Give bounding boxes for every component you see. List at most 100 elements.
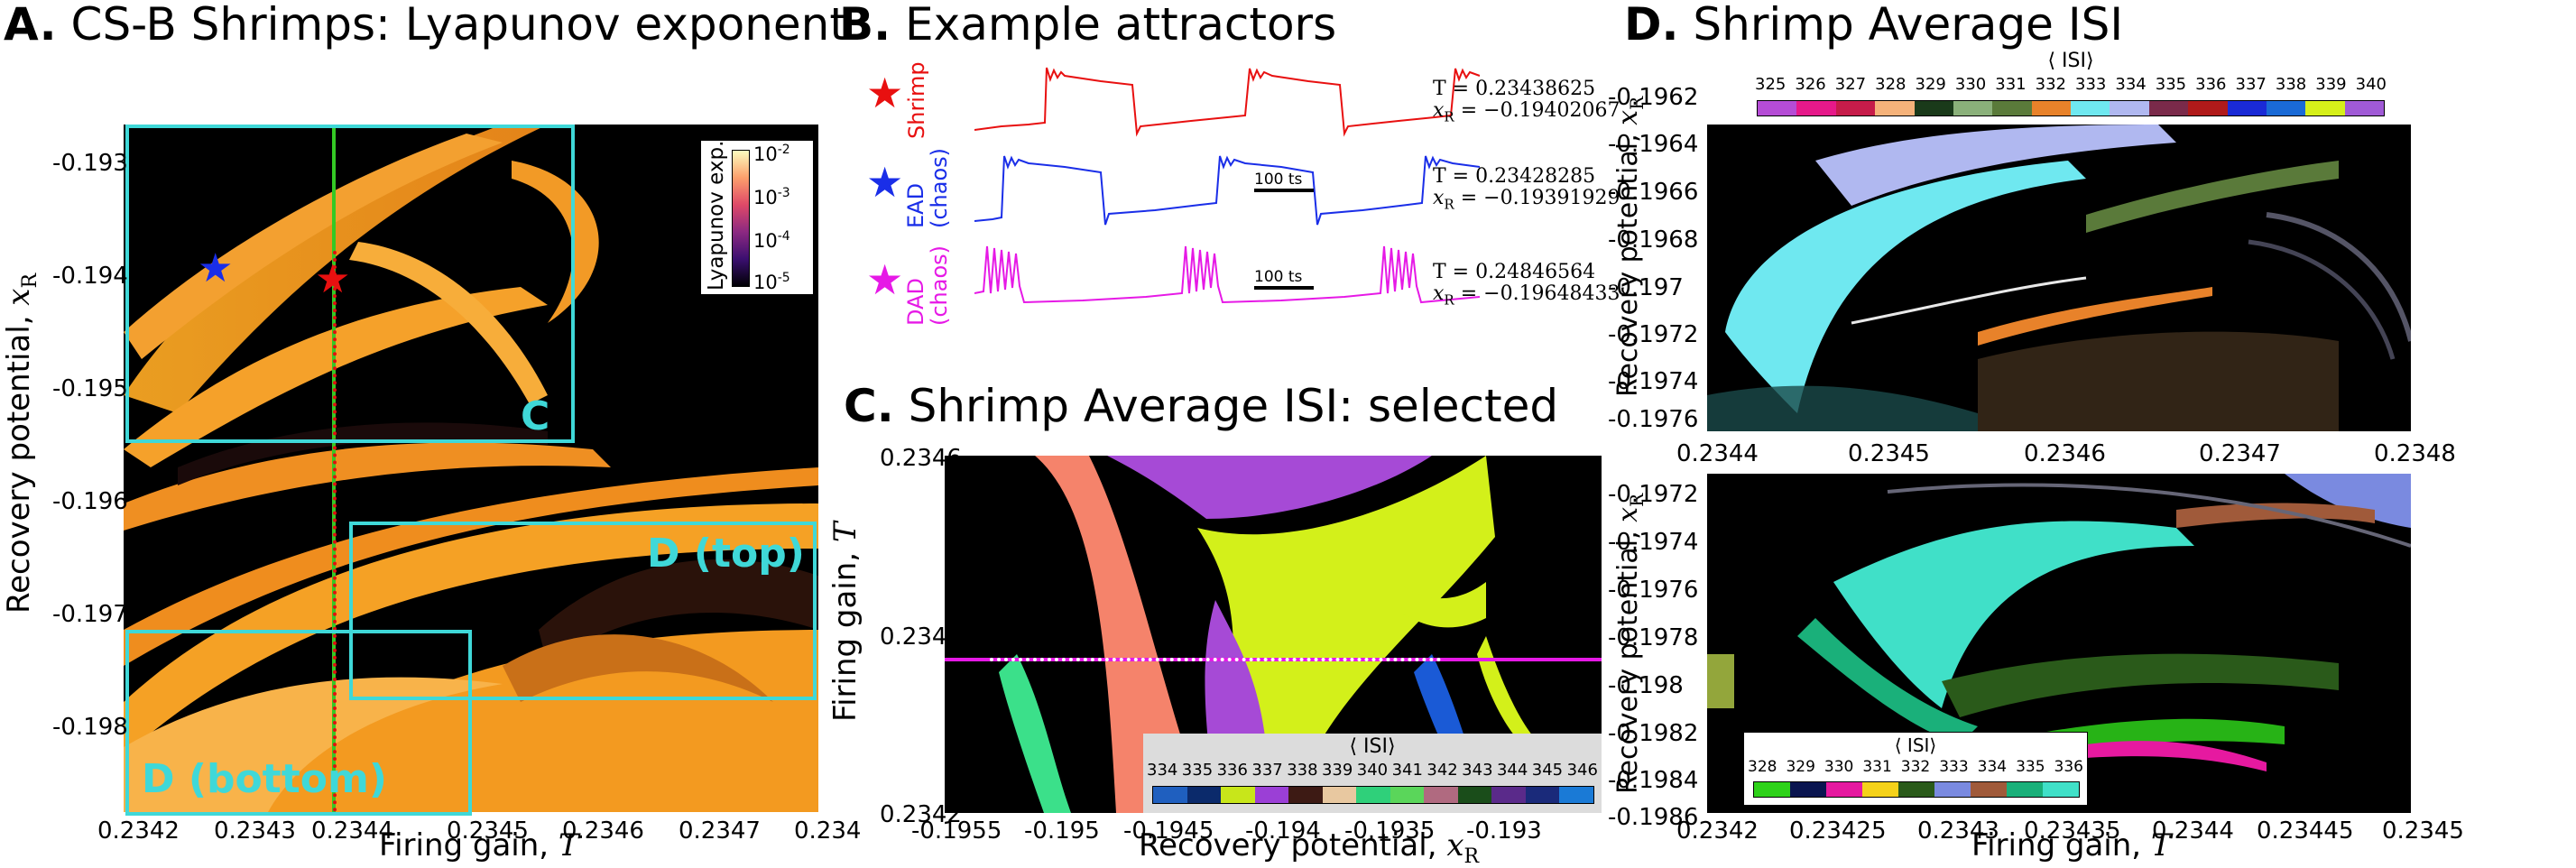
d-top-legend-swatch-1 — [1796, 101, 1836, 115]
colorbar-tick-1: 10-2 — [753, 143, 790, 165]
d-bottom-legend: ⟨ ISI⟩ 328 329 330 331 332 333 334 335 336 — [1743, 732, 2088, 806]
d-top-legend: ⟨ ISI⟩ 325 326 327 328 329 330 331 332 333 334 335… — [1755, 50, 2387, 122]
c-legend-swatch-6 — [1356, 787, 1390, 803]
red-star-icon: ★ — [315, 256, 351, 302]
d-bottom-legend-swatch-1 — [1790, 782, 1826, 797]
d-top-legend-swatch-15 — [2344, 101, 2384, 115]
swirl-lines-2 — [2248, 239, 2396, 360]
d-top-ytick: -0.1976 — [1608, 406, 1699, 433]
scalebar — [1254, 286, 1314, 290]
shrimp-upper-band-5 — [349, 242, 548, 404]
red-star-icon: ★ — [866, 69, 904, 117]
lyapunov-colorbar: Lyapunov exp. 10-2 10-3 10-4 10-5 — [701, 141, 813, 294]
panel-a-title: A. CS-B Shrimps: Lyapunov exponent — [4, 2, 847, 47]
d-bottom-legend-swatch-8 — [2043, 782, 2079, 797]
d-top-xtick: 0.2346 — [2024, 440, 2106, 467]
teal-dust — [1707, 385, 1978, 431]
trace-dad-line — [974, 245, 1480, 304]
c-legend-swatch-7 — [1390, 787, 1425, 803]
d-top-legend-swatch-14 — [2305, 101, 2345, 115]
d-top-legend-swatch-12 — [2227, 101, 2267, 115]
trace-dad: ★ DAD (chaos) 100 ts T = 0.24846564 xR = … — [866, 239, 1620, 329]
d-top-legend-swatch-5 — [1953, 101, 1993, 115]
a-xlabel: Firing gain, T — [379, 827, 579, 863]
d-bottom-legend-swatch-7 — [2007, 782, 2043, 797]
colorbar-label: Lyapunov exp. — [705, 140, 728, 291]
colorbar-tick-2: 10-3 — [753, 186, 790, 208]
trace-shrimp-x: xR = −0.19402067 — [1433, 99, 1620, 125]
d-bottom-legend-title: ⟨ ISI⟩ — [1894, 734, 1937, 756]
d-top-legend-swatch-9 — [2110, 101, 2149, 115]
red-dotted-line — [333, 251, 337, 812]
teal-region-2 — [1797, 618, 1978, 744]
c-xtick: -0.1935 — [1344, 817, 1436, 845]
trace-ead: ★ EAD (chaos) 100 ts T = 0.23428285 xR = … — [866, 148, 1620, 235]
trace-shrimp-T: T = 0.23438625 — [1433, 78, 1596, 100]
trace-ead-x: xR = −0.19391929 — [1433, 187, 1620, 213]
d-bottom-legend-values: 328 329 330 331 332 333 334 335 336 — [1748, 758, 2083, 776]
d-bottom-ytick: -0.1984 — [1608, 767, 1699, 794]
d-top-ytick: -0.1968 — [1608, 226, 1699, 254]
d-bottom-legend-swatch-0 — [1754, 782, 1790, 797]
yellow-left — [1707, 654, 1734, 708]
panel-c-letter: C. — [844, 380, 894, 432]
trace-shrimp: ★ Shrimp T = 0.23438625 xR = −0.19402067 — [866, 61, 1620, 144]
c-xtick: -0.1945 — [1123, 817, 1214, 845]
d-top-legend-swatch-6 — [1992, 101, 2032, 115]
d-top-legend-swatches — [1757, 100, 2385, 116]
a-ytick: -0.197 — [52, 601, 128, 628]
d-bottom-ytick: -0.1972 — [1608, 481, 1699, 508]
a-xtick: 0.2344 — [311, 817, 393, 845]
d-top-legend-swatch-4 — [1914, 101, 1953, 115]
d-top-legend-swatch-10 — [2148, 101, 2189, 115]
brown-dust — [1978, 331, 2339, 431]
d-top-legend-values: 325 326 327 328 329 330 331 332 333 334 335 336 337 3… — [1755, 75, 2387, 94]
c-legend-values: 334 335 336 337 338 339 340 341 342 343 344 345 346 — [1147, 761, 1598, 780]
shrimp-upper-band-4 — [124, 134, 503, 359]
box-d-bottom — [125, 630, 472, 816]
shrimp-hook — [512, 161, 599, 323]
a-ytick: -0.194 — [52, 263, 128, 290]
a-ytick: -0.196 — [52, 488, 128, 515]
a-ylabel: Recovery potential, xR — [1, 272, 42, 614]
panel-d-letter: D. — [1624, 0, 1679, 51]
shrimp-upper-band-1 — [124, 125, 548, 413]
trace-label: Shrimp — [904, 61, 929, 139]
panel-d-bottom-plot: ⟨ ISI⟩ 328 329 330 331 332 333 334 335 336 — [1707, 474, 2411, 813]
c-ytick: 0.2344 — [880, 623, 962, 651]
box-d-top — [349, 522, 817, 700]
panel-a-title-text: CS-B Shrimps: Lyapunov exponent — [70, 0, 847, 51]
c-legend-swatch-1 — [1186, 787, 1222, 803]
a-ytick: -0.193 — [52, 150, 128, 177]
d-top-ylabel: Recovery potential, xR — [1612, 96, 1648, 397]
orange-streak — [1978, 287, 2212, 346]
lower-swirl — [503, 634, 773, 702]
d-bottom-xtick: 0.23425 — [1789, 817, 1887, 845]
d-bottom-xtick: 0.23435 — [2024, 817, 2121, 845]
a-ytick: -0.195 — [52, 375, 128, 402]
trace-ead-line — [974, 155, 1480, 226]
a-xtick: 0.2343 — [214, 817, 296, 845]
d-top-xtick: 0.2344 — [1676, 440, 1759, 467]
shrimp-dark-gap — [178, 422, 548, 485]
d-bottom-xtick: 0.23445 — [2257, 817, 2354, 845]
swirl-lines — [1887, 483, 2411, 548]
c-legend: ⟨ ISI⟩ 334 335 336 337 338 339 340 341 342 343 344… — [1143, 734, 1602, 813]
d-top-legend-swatch-3 — [1875, 101, 1915, 115]
salmon-region — [1035, 456, 1206, 813]
d-top-legend-swatch-0 — [1758, 101, 1797, 115]
dark-green-band — [1942, 653, 2339, 717]
trace-dad-T: T = 0.24846564 — [1433, 261, 1596, 283]
panel-a-plot: C D (top) D (bottom) ★ ★ Lyapunov exp. 1… — [124, 125, 818, 816]
a-xtick: 0.2347 — [679, 817, 761, 845]
d-top-ytick: -0.1974 — [1608, 368, 1699, 395]
shrimp-upper-band-3 — [124, 442, 611, 531]
brown-streak — [2176, 503, 2375, 528]
scalebar — [1254, 189, 1314, 192]
d-top-legend-swatch-11 — [2188, 101, 2228, 115]
purple-region — [1107, 456, 1432, 519]
d-bottom-xtick: 0.2342 — [1676, 817, 1759, 845]
trace-dad-x: xR = −0.19648433 — [1433, 282, 1620, 309]
panel-b-letter: B. — [839, 0, 891, 51]
a-xtick: 0.2346 — [562, 817, 644, 845]
